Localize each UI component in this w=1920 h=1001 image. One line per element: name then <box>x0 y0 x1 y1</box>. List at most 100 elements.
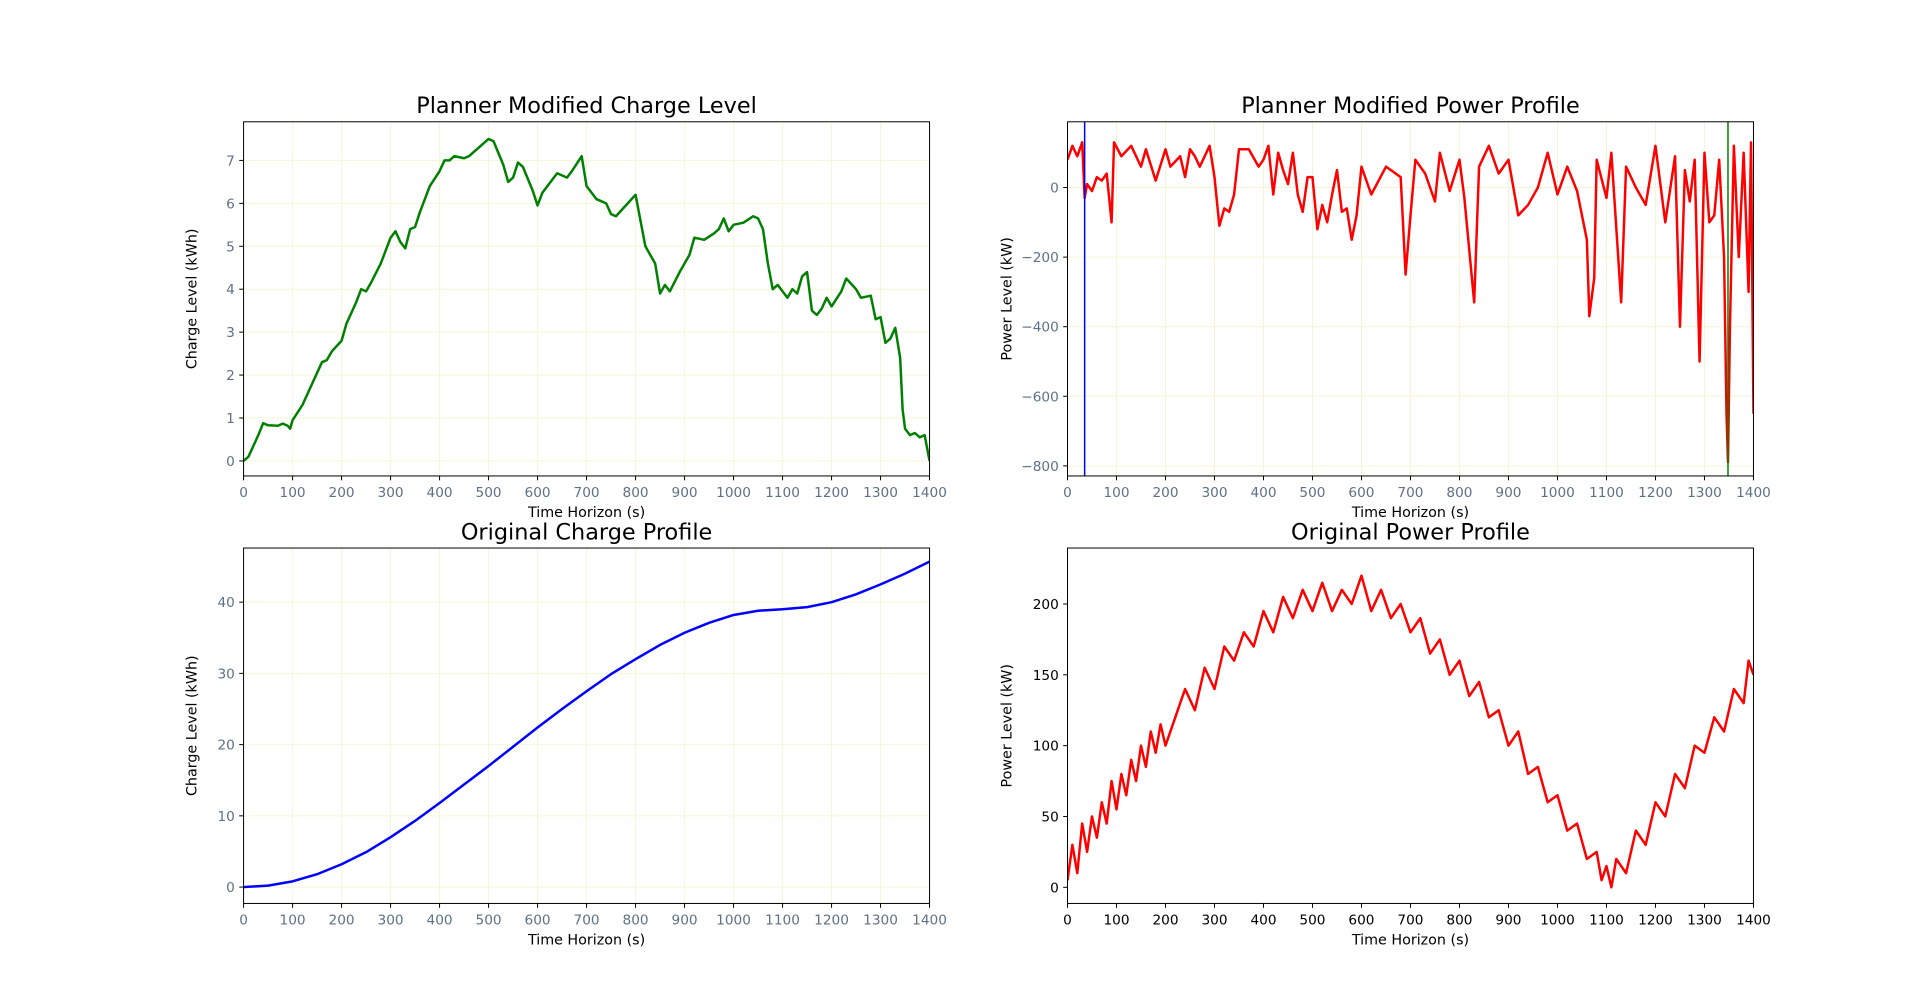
chart-title: Planner Modified Power Profile <box>1241 93 1580 119</box>
chart-title: Planner Modified Charge Level <box>416 93 757 119</box>
x-tick-label: 600 <box>1348 485 1374 501</box>
x-tick-label: 700 <box>574 485 600 501</box>
x-tick-label: 400 <box>1250 913 1276 929</box>
y-tick-label: 6 <box>226 196 235 212</box>
x-tick-label: 1000 <box>716 913 751 929</box>
x-tick-label: 400 <box>1250 485 1276 501</box>
y-axis-label: Power Level (kW) <box>1000 237 1016 361</box>
x-tick-label: 500 <box>476 485 502 501</box>
x-tick-label: 300 <box>1201 485 1227 501</box>
x-tick-label: 700 <box>1397 485 1423 501</box>
axes-frame <box>243 547 931 904</box>
x-tick-label: 400 <box>427 913 453 929</box>
x-tick-label: 200 <box>1152 485 1178 501</box>
y-axis-label: Power Level (kW) <box>1000 664 1016 788</box>
x-tick-label: 300 <box>1201 913 1227 929</box>
x-tick-label: 1300 <box>863 485 898 501</box>
x-tick-label: 800 <box>623 485 649 501</box>
y-tick-label: 4 <box>226 282 235 298</box>
y-axis-label: Charge Level (kWh) <box>184 229 200 370</box>
data-line <box>243 560 930 889</box>
x-tick-label: 1200 <box>1638 913 1673 929</box>
x-tick-label: 0 <box>1063 913 1072 929</box>
x-tick-label: 500 <box>1299 913 1325 929</box>
x-tick-label: 900 <box>1495 485 1521 501</box>
x-tick-label: 1200 <box>814 485 849 501</box>
x-tick-label: 1100 <box>765 485 800 501</box>
x-tick-label: 1300 <box>863 913 898 929</box>
chart-title: Original Power Profile <box>1291 519 1530 545</box>
x-tick-label: 1100 <box>1589 913 1624 929</box>
y-tick-label: 30 <box>217 666 234 682</box>
y-tick-label: 20 <box>217 738 234 754</box>
y-tick-label: −200 <box>1021 250 1059 266</box>
x-tick-label: 1000 <box>1540 485 1575 501</box>
x-axis-label: Time Horizon (s) <box>527 505 645 521</box>
axes-frame <box>243 121 931 477</box>
x-tick-label: 100 <box>1103 485 1129 501</box>
x-tick-label: 700 <box>1397 913 1423 929</box>
y-tick-label: −600 <box>1021 389 1059 405</box>
x-tick-label: 300 <box>378 485 404 501</box>
x-tick-label: 200 <box>329 913 355 929</box>
data-line <box>1067 141 1754 464</box>
x-tick-label: 1300 <box>1687 913 1722 929</box>
x-tick-label: 800 <box>1446 913 1472 929</box>
x-tick-label: 700 <box>574 913 600 929</box>
x-tick-label: 1400 <box>912 913 947 929</box>
x-tick-label: 100 <box>280 913 306 929</box>
data-line <box>243 137 930 462</box>
plot-area <box>1067 574 1754 889</box>
x-tick-label: 500 <box>476 913 502 929</box>
x-tick-label: 600 <box>1348 913 1374 929</box>
x-tick-label: 800 <box>1446 485 1472 501</box>
y-tick-label: 5 <box>226 239 235 255</box>
x-tick-label: 100 <box>280 485 306 501</box>
y-tick-label: 200 <box>1033 597 1059 613</box>
x-tick-label: 1200 <box>1638 485 1673 501</box>
data-line <box>1067 574 1754 889</box>
y-tick-label: 50 <box>1041 809 1058 825</box>
y-tick-label: 7 <box>226 153 235 169</box>
axes-frame <box>1066 121 1754 477</box>
y-tick-label: 0 <box>226 454 235 470</box>
y-tick-label: 2 <box>226 368 235 384</box>
y-tick-label: 40 <box>217 595 234 611</box>
x-tick-label: 100 <box>1103 913 1129 929</box>
x-tick-label: 0 <box>1063 485 1072 501</box>
x-tick-label: 1200 <box>814 913 849 929</box>
plot-area <box>1067 121 1754 476</box>
x-tick-label: 1400 <box>1736 485 1771 501</box>
y-tick-label: 0 <box>226 880 235 896</box>
x-tick-label: 200 <box>1152 913 1178 929</box>
x-tick-label: 800 <box>623 913 649 929</box>
y-tick-label: 1 <box>226 411 235 427</box>
y-tick-label: 0 <box>1050 181 1059 197</box>
y-tick-label: −400 <box>1021 320 1059 336</box>
x-axis-label: Time Horizon (s) <box>527 932 645 948</box>
x-tick-label: 600 <box>525 913 551 929</box>
x-tick-label: 0 <box>239 485 248 501</box>
axes-frame <box>1066 547 1754 904</box>
x-axis-label: Time Horizon (s) <box>1351 932 1469 948</box>
y-tick-label: 100 <box>1033 739 1059 755</box>
y-tick-label: 0 <box>1050 880 1059 896</box>
y-tick-label: 3 <box>226 325 235 341</box>
x-tick-label: 1400 <box>1736 913 1771 929</box>
y-axis-label: Charge Level (kWh) <box>184 655 200 796</box>
x-tick-label: 1400 <box>912 485 947 501</box>
y-tick-label: 10 <box>217 809 234 825</box>
chart-title: Original Charge Profile <box>461 519 712 545</box>
x-tick-label: 1000 <box>1540 913 1575 929</box>
x-tick-label: 200 <box>329 485 355 501</box>
x-tick-label: 300 <box>378 913 404 929</box>
x-tick-label: 500 <box>1299 485 1325 501</box>
plot-area <box>243 560 930 889</box>
x-axis-label: Time Horizon (s) <box>1351 505 1469 521</box>
y-tick-label: 150 <box>1033 668 1059 684</box>
x-tick-label: 1000 <box>716 485 751 501</box>
x-tick-label: 900 <box>1495 913 1521 929</box>
x-tick-label: 1100 <box>1589 485 1624 501</box>
